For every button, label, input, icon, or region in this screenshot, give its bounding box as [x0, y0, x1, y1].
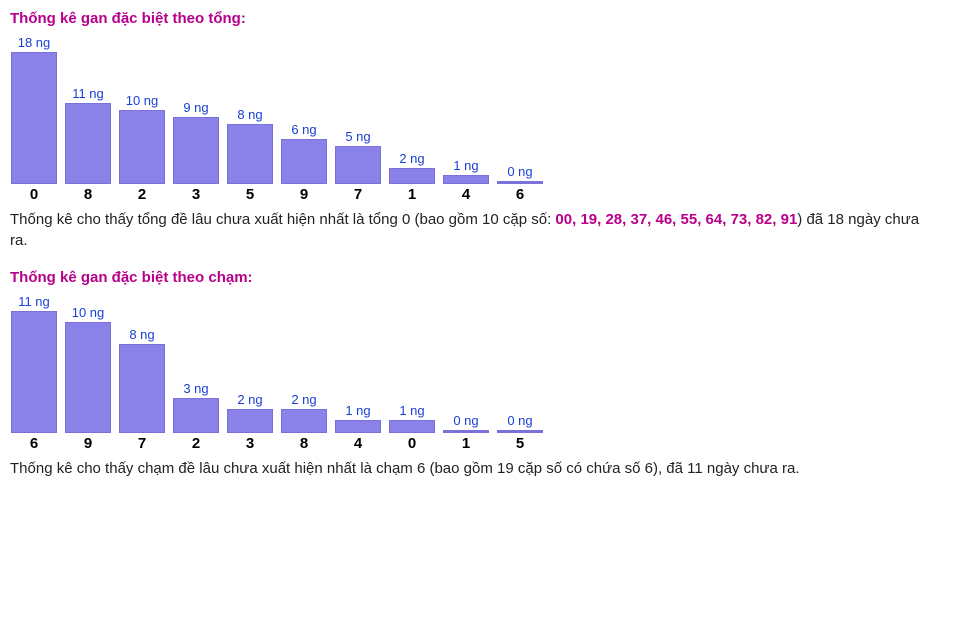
bar-category-label: 9 — [84, 435, 92, 452]
chart2-col-9: 10 ng 9 — [64, 305, 112, 452]
bar — [173, 117, 219, 184]
bar-value-label: 8 ng — [237, 107, 262, 122]
bar — [281, 139, 327, 184]
bar-category-label: 5 — [246, 186, 254, 203]
bar — [227, 124, 273, 184]
bar — [65, 322, 111, 433]
bar — [65, 103, 111, 184]
bar-category-label: 5 — [516, 435, 524, 452]
bar — [497, 181, 543, 184]
bar — [119, 110, 165, 184]
chart2-col-1: 0 ng 1 — [442, 413, 490, 452]
chart2-desc: Thống kê cho thấy chạm đề lâu chưa xuất … — [10, 458, 940, 479]
bar-category-label: 6 — [516, 186, 524, 203]
chart1-col-5: 8 ng 5 — [226, 107, 274, 203]
bar — [281, 409, 327, 433]
bar-value-label: 0 ng — [453, 413, 478, 428]
bar-category-label: 9 — [300, 186, 308, 203]
bar-category-label: 4 — [354, 435, 362, 452]
chart1-col-7: 5 ng 7 — [334, 129, 382, 203]
bar — [497, 430, 543, 433]
chart1-col-0: 18 ng 0 — [10, 35, 58, 203]
bar-value-label: 5 ng — [345, 129, 370, 144]
bar-category-label: 7 — [138, 435, 146, 452]
bar-category-label: 1 — [462, 435, 470, 452]
bar — [335, 420, 381, 433]
chart2-col-2: 3 ng 2 — [172, 381, 220, 452]
bar-value-label: 11 ng — [72, 86, 104, 101]
bar — [389, 420, 435, 433]
bar-category-label: 2 — [138, 186, 146, 203]
bar-value-label: 2 ng — [291, 392, 316, 407]
bar-value-label: 1 ng — [399, 403, 424, 418]
chart2-title: Thống kê gan đặc biệt theo chạm: — [10, 269, 946, 286]
bar-category-label: 1 — [408, 186, 416, 203]
bar-category-label: 0 — [408, 435, 416, 452]
chart2-col-8: 2 ng 8 — [280, 392, 328, 452]
bar-value-label: 2 ng — [399, 151, 424, 166]
chart2-col-6: 11 ng 6 — [10, 294, 58, 452]
bar-category-label: 8 — [84, 186, 92, 203]
bar-value-label: 9 ng — [183, 100, 208, 115]
bar-value-label: 0 ng — [507, 164, 532, 179]
bar — [227, 409, 273, 433]
bar-value-label: 10 ng — [126, 93, 159, 108]
bar — [335, 146, 381, 184]
bar — [11, 311, 57, 433]
chart1-col-4: 1 ng 4 — [442, 158, 490, 203]
bar-value-label: 11 ng — [18, 294, 50, 309]
chart1-col-8: 11 ng 8 — [64, 86, 112, 203]
bar-value-label: 8 ng — [129, 327, 154, 342]
bar — [173, 398, 219, 433]
bar-value-label: 2 ng — [237, 392, 262, 407]
bar — [119, 344, 165, 433]
bar-category-label: 4 — [462, 186, 470, 203]
chart1-desc: Thống kê cho thấy tổng đề lâu chưa xuất … — [10, 209, 940, 251]
bar-value-label: 3 ng — [183, 381, 208, 396]
bar-category-label: 6 — [30, 435, 38, 452]
bar-value-label: 1 ng — [345, 403, 370, 418]
bar-value-label: 0 ng — [507, 413, 532, 428]
bar — [443, 175, 489, 184]
chart2-col-5: 0 ng 5 — [496, 413, 544, 452]
chart1-title: Thống kê gan đặc biệt theo tổng: — [10, 10, 946, 27]
bar-category-label: 3 — [192, 186, 200, 203]
bar-value-label: 10 ng — [72, 305, 105, 320]
bar-category-label: 8 — [300, 435, 308, 452]
chart1-col-6: 0 ng 6 — [496, 164, 544, 203]
bar-category-label: 7 — [354, 186, 362, 203]
bar-value-label: 18 ng — [18, 35, 51, 50]
bar-category-label: 0 — [30, 186, 38, 203]
chart1-col-9: 6 ng 9 — [280, 122, 328, 203]
chart1-col-2: 10 ng 2 — [118, 93, 166, 203]
chart1-bars: 18 ng011 ng810 ng29 ng38 ng56 ng95 ng72 … — [10, 35, 946, 203]
chart1-desc-pre: Thống kê cho thấy tổng đề lâu chưa xuất … — [10, 211, 555, 228]
chart2-bars: 11 ng610 ng98 ng73 ng22 ng32 ng81 ng41 n… — [10, 294, 946, 452]
chart2-col-7: 8 ng 7 — [118, 327, 166, 452]
chart2-col-3: 2 ng 3 — [226, 392, 274, 452]
bar-value-label: 6 ng — [291, 122, 316, 137]
bar-category-label: 2 — [192, 435, 200, 452]
chart1-col-1: 2 ng 1 — [388, 151, 436, 203]
bar — [389, 168, 435, 184]
bar-category-label: 3 — [246, 435, 254, 452]
chart1-desc-pairs: 00, 19, 28, 37, 46, 55, 64, 73, 82, 91 — [555, 211, 797, 228]
chart2-col-4: 1 ng 4 — [334, 403, 382, 452]
bar — [11, 52, 57, 184]
chart2-col-0: 1 ng 0 — [388, 403, 436, 452]
bar-value-label: 1 ng — [453, 158, 478, 173]
chart1-col-3: 9 ng 3 — [172, 100, 220, 203]
bar — [443, 430, 489, 433]
